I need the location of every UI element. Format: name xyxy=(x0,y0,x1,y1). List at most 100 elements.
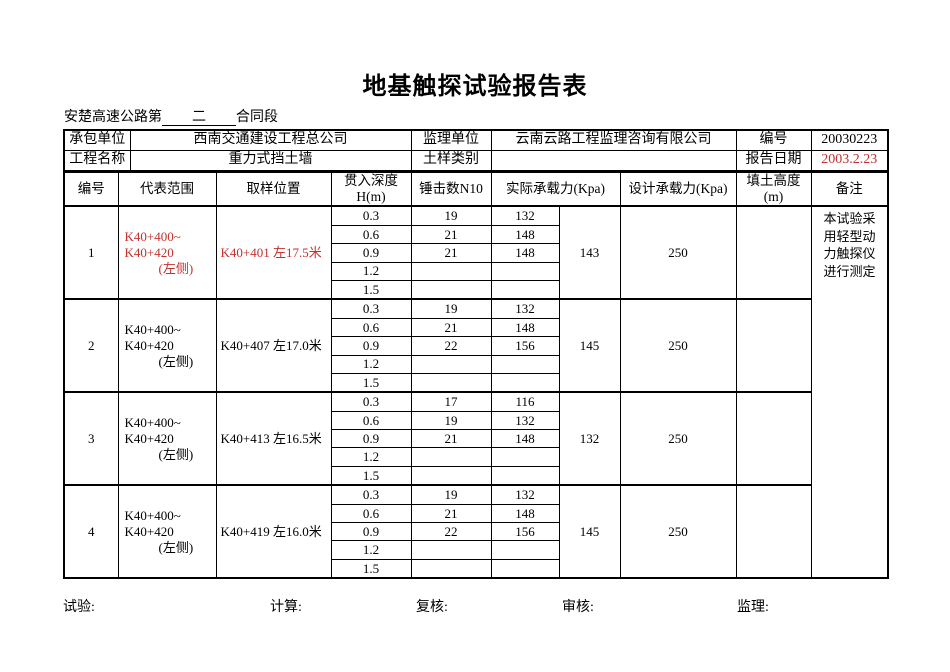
table-row: 0.6 21 148 xyxy=(64,317,888,338)
n10-cell: 17 xyxy=(410,391,492,412)
n10-cell xyxy=(410,465,492,486)
project-name-value: 重力式挡土墙 xyxy=(129,150,412,172)
bearing-cell: 148 xyxy=(490,429,560,449)
table-row: 1.5 xyxy=(64,372,888,393)
group3-location: K40+413 左16.5米 xyxy=(215,391,332,486)
table-row: 3 K40+400~ K40+420 (左侧) K40+413 左16.5米 0… xyxy=(63,391,888,486)
bearing-cell: 156 xyxy=(490,522,560,542)
group2-range-line3: (左侧) xyxy=(158,353,194,369)
depth-cell: 0.9 xyxy=(330,429,412,449)
group4-range-line3: (左侧) xyxy=(158,539,194,555)
table-row: 2 K40+400~ K40+420 (左侧) K40+407 左17.0米 0… xyxy=(63,298,888,393)
report-date-label: 报告日期 xyxy=(735,150,812,172)
group2-avg-bearing: 145 xyxy=(558,298,621,393)
bearing-cell: 148 xyxy=(490,317,560,338)
col-header-fill-height: 填土高度 (m) xyxy=(735,171,812,208)
n10-cell: 22 xyxy=(410,522,492,542)
depth-cell: 1.5 xyxy=(330,558,412,579)
bearing-cell xyxy=(490,558,560,579)
group4-no: 4 xyxy=(63,484,119,579)
group1-avg-bearing: 143 xyxy=(558,205,621,300)
col-header-depth: 贯入深度 H(m) xyxy=(330,171,412,208)
table-row: 0.9 21 148 xyxy=(64,429,888,449)
bearing-cell: 132 xyxy=(490,205,560,226)
depth-cell: 1.2 xyxy=(330,447,412,467)
subtitle-suffix: 合同段 xyxy=(236,110,278,125)
info-table: 承包单位 西南交通建设工程总公司 监理单位 云南云路工程监理咨询有限公司 编号 … xyxy=(63,129,889,172)
group2-fill-height xyxy=(735,298,812,393)
bearing-cell xyxy=(490,279,560,300)
depth-cell: 0.6 xyxy=(330,503,412,524)
group4-design-bearing: 250 xyxy=(619,484,737,579)
group1-location: K40+401 左17.5米 xyxy=(215,205,332,300)
bearing-cell: 132 xyxy=(490,484,560,505)
group3-range-line3: (左侧) xyxy=(158,446,194,462)
group4-fill-height xyxy=(735,484,812,579)
n10-cell xyxy=(410,540,492,560)
group1-range-line3: (左侧) xyxy=(158,260,194,276)
n10-cell: 21 xyxy=(410,317,492,338)
table-row: 4 K40+400~ K40+420 (左侧) K40+419 左16.0米 0… xyxy=(63,484,888,579)
signature-review-label: 审核: xyxy=(562,600,594,615)
depth-cell: 1.2 xyxy=(330,354,412,374)
n10-cell: 19 xyxy=(410,205,492,226)
table-row: 1.2 xyxy=(64,540,888,560)
depth-cell: 0.6 xyxy=(330,410,412,431)
group1-design-bearing: 250 xyxy=(619,205,737,300)
group1-range-line1: K40+400~ xyxy=(124,229,181,245)
n10-cell: 21 xyxy=(410,429,492,449)
col-header-actual-bearing: 实际承载力(Kpa) xyxy=(490,171,621,208)
n10-cell xyxy=(410,447,492,467)
depth-cell: 0.9 xyxy=(330,243,412,263)
table-row: 1.5 xyxy=(64,465,888,486)
soil-type-value xyxy=(490,150,737,172)
group1-range: K40+400~ K40+420 (左侧) xyxy=(117,205,217,300)
column-header-row: 编号 代表范围 取样位置 贯入深度 H(m) 锤击数N10 实际承载力(Kpa) … xyxy=(63,171,889,208)
col-header-design-bearing: 设计承载力(Kpa) xyxy=(619,171,737,208)
table-row: 0.6 21 148 xyxy=(64,503,888,524)
n10-cell xyxy=(410,279,492,300)
col-header-hammer: 锤击数N10 xyxy=(410,171,492,208)
depth-cell: 0.3 xyxy=(330,484,412,505)
bearing-cell: 116 xyxy=(490,391,560,412)
bearing-cell: 156 xyxy=(490,336,560,356)
col-header-depth-line2: H(m) xyxy=(356,189,386,205)
n10-cell: 21 xyxy=(410,224,492,245)
n10-cell xyxy=(410,372,492,393)
group2-range-line2: K40+420 xyxy=(124,338,174,353)
table-row: 1.2 xyxy=(64,447,888,467)
group3-range-line2: K40+420 xyxy=(124,430,174,446)
bearing-cell xyxy=(490,354,560,374)
depth-cell: 1.2 xyxy=(330,261,412,281)
group4-location: K40+419 左16.0米 xyxy=(215,484,332,579)
supervisor-value: 云南云路工程监理咨询有限公司 xyxy=(490,129,737,151)
signature-supervisor-label: 监理: xyxy=(737,600,769,615)
group1-range-line2: K40+420 xyxy=(124,245,174,261)
page-title: 地基触探试验报告表 xyxy=(362,74,588,100)
soil-type-label: 土样类别 xyxy=(410,150,492,172)
group2-range: K40+400~ K40+420 (左侧) xyxy=(117,298,217,393)
group3-avg-bearing: 132 xyxy=(558,391,621,486)
table-row: 1 K40+400~ K40+420 (左侧) K40+401 左17.5米 0… xyxy=(63,205,889,579)
col-header-depth-line1: 贯入深度 xyxy=(344,173,398,188)
table-row: 0.9 22 156 xyxy=(64,522,888,542)
bearing-cell: 132 xyxy=(490,410,560,431)
bearing-cell xyxy=(490,372,560,393)
subtitle-prefix: 安楚高速公路第 xyxy=(64,110,162,125)
group4-range-line1: K40+400~ xyxy=(124,508,181,524)
group4-range-line2: K40+420 xyxy=(124,523,174,539)
group2-design-bearing: 250 xyxy=(619,298,737,393)
n10-cell: 21 xyxy=(410,243,492,263)
depth-cell: 0.3 xyxy=(330,391,412,412)
n10-cell: 21 xyxy=(410,503,492,524)
col-header-range: 代表范围 xyxy=(117,171,217,208)
group2-no: 2 xyxy=(63,298,119,393)
contract-section-line: 安楚高速公路第二合同段 xyxy=(64,106,278,126)
n10-cell: 19 xyxy=(410,410,492,431)
table-row: 0.6 19 132 xyxy=(64,410,888,431)
n10-cell xyxy=(410,261,492,281)
bearing-cell: 148 xyxy=(490,224,560,245)
remark-note: 本试验采用轻型动力触探仪进行测定 xyxy=(810,205,889,579)
depth-cell: 1.2 xyxy=(330,540,412,560)
report-number-value: 20030223 xyxy=(810,129,889,151)
